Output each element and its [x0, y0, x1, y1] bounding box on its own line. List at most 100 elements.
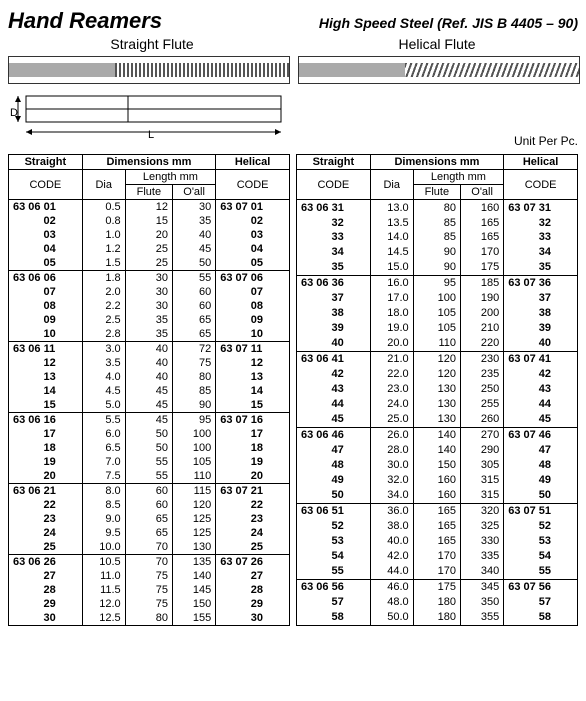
table-row: 4424.0130255 44 — [297, 397, 578, 412]
straight-code: 38 — [297, 306, 371, 321]
helical-code: 13 — [216, 370, 290, 384]
dia-cell: 15.0 — [370, 260, 413, 276]
oall-cell: 150 — [173, 597, 216, 611]
table-row: 4830.0150305 48 — [297, 458, 578, 473]
oall-cell: 165 — [461, 230, 504, 245]
oall-cell: 190 — [461, 291, 504, 306]
helical-code: 49 — [504, 473, 578, 488]
helical-code: 08 — [216, 299, 290, 313]
oall-cell: 200 — [461, 306, 504, 321]
dia-cell: 36.0 — [370, 503, 413, 519]
right-table: Straight Dimensions mm Helical CODE Dia … — [296, 154, 578, 626]
straight-code: 58 — [297, 610, 371, 626]
table-row: 63 06 4121.012023063 07 41 — [297, 351, 578, 367]
dia-cell: 5.0 — [82, 398, 125, 413]
helical-code: 37 — [504, 291, 578, 306]
table-row: 123.54075 12 — [9, 356, 290, 370]
straight-code: 05 — [9, 256, 83, 271]
col-code-s-r: CODE — [297, 170, 371, 200]
table-row: 3213.585165 32 — [297, 215, 578, 230]
dia-cell: 6.0 — [82, 427, 125, 441]
oall-cell: 45 — [173, 242, 216, 256]
table-row: 63 06 3616.09518563 07 36 — [297, 275, 578, 291]
dia-cell: 50.0 — [370, 610, 413, 626]
straight-code: 17 — [9, 427, 83, 441]
straight-code: 47 — [297, 443, 371, 458]
flute-cell: 130 — [413, 382, 460, 397]
straight-code: 44 — [297, 397, 371, 412]
col-code-h-r: CODE — [504, 170, 578, 200]
col-straight: Straight — [9, 155, 83, 170]
flute-cell: 65 — [125, 526, 172, 540]
table-row: 102.83565 10 — [9, 327, 290, 342]
helical-code: 19 — [216, 455, 290, 469]
oall-cell: 350 — [461, 595, 504, 610]
oall-cell: 220 — [461, 336, 504, 352]
oall-cell: 105 — [173, 455, 216, 469]
oall-cell: 100 — [173, 441, 216, 455]
flute-cell: 60 — [125, 498, 172, 512]
table-row: 2912.075150 29 — [9, 597, 290, 611]
flute-cell: 180 — [413, 610, 460, 626]
flute-cell: 170 — [413, 564, 460, 580]
flute-cell: 130 — [413, 412, 460, 428]
table-row: 63 06 113.0407263 07 11 — [9, 342, 290, 357]
flute-cell: 105 — [413, 306, 460, 321]
table-row: 134.04080 13 — [9, 370, 290, 384]
straight-code: 49 — [297, 473, 371, 488]
dia-cell: 26.0 — [370, 427, 413, 443]
straight-code: 33 — [297, 230, 371, 245]
straight-code: 52 — [297, 519, 371, 534]
helical-code: 07 — [216, 285, 290, 299]
flute-cell: 75 — [125, 583, 172, 597]
dia-cell: 32.0 — [370, 473, 413, 488]
flute-cell: 60 — [125, 484, 172, 499]
straight-code: 09 — [9, 313, 83, 327]
flute-cell: 110 — [413, 336, 460, 352]
col-dimensions-r: Dimensions mm — [370, 155, 503, 170]
table-row: 4020.0110220 40 — [297, 336, 578, 352]
oall-cell: 335 — [461, 549, 504, 564]
flute-cell: 50 — [125, 427, 172, 441]
oall-cell: 290 — [461, 443, 504, 458]
straight-code: 28 — [9, 583, 83, 597]
helical-code: 43 — [504, 382, 578, 397]
dia-cell: 40.0 — [370, 534, 413, 549]
table-row: 207.555110 20 — [9, 469, 290, 484]
helical-code: 04 — [216, 242, 290, 256]
oall-cell: 95 — [173, 413, 216, 428]
table-row: 082.23060 08 — [9, 299, 290, 313]
straight-code: 23 — [9, 512, 83, 526]
dia-cell: 6.5 — [82, 441, 125, 455]
dia-cell: 23.0 — [370, 382, 413, 397]
dimension-diagram: D L — [8, 88, 148, 141]
straight-code: 63 06 01 — [9, 200, 83, 215]
dia-cell: 2.5 — [82, 313, 125, 327]
dia-cell: 7.0 — [82, 455, 125, 469]
unit-label: Unit Per Pc. — [298, 134, 578, 148]
flute-cell: 80 — [413, 200, 460, 216]
flute-cell: 165 — [413, 534, 460, 549]
oall-cell: 30 — [173, 200, 216, 215]
flute-cell: 70 — [125, 555, 172, 570]
flute-cell: 70 — [125, 540, 172, 555]
flute-cell: 100 — [413, 291, 460, 306]
dia-cell: 11.5 — [82, 583, 125, 597]
oall-cell: 140 — [173, 569, 216, 583]
oall-cell: 315 — [461, 473, 504, 488]
helical-code: 20 — [216, 469, 290, 484]
straight-code: 14 — [9, 384, 83, 398]
straight-code: 02 — [9, 214, 83, 228]
helical-code: 32 — [504, 215, 578, 230]
flute-cell: 45 — [125, 398, 172, 413]
dia-cell: 44.0 — [370, 564, 413, 580]
dia-cell: 4.5 — [82, 384, 125, 398]
table-row: 239.065125 23 — [9, 512, 290, 526]
helical-reamer-image — [298, 56, 580, 84]
oall-cell: 320 — [461, 503, 504, 519]
straight-code: 35 — [297, 260, 371, 276]
flute-cell: 40 — [125, 356, 172, 370]
dia-cell: 14.5 — [370, 245, 413, 260]
oall-cell: 170 — [461, 245, 504, 260]
table-row: 3012.580155 30 — [9, 611, 290, 626]
